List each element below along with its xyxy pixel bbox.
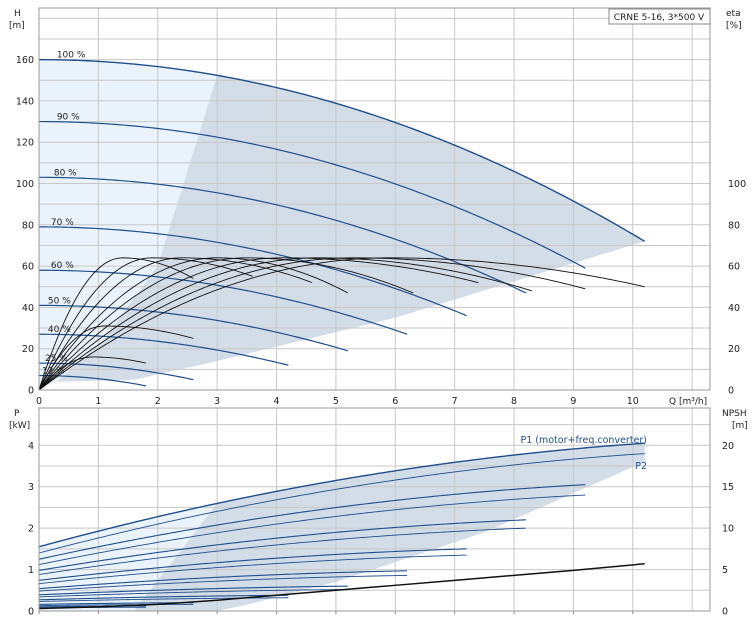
y-tick-label-right: 80 [728, 220, 740, 231]
head-curve [38, 176, 527, 294]
p2-curve [38, 589, 348, 598]
speed-label: 40 % [48, 325, 71, 335]
speed-label: 12 % [42, 367, 65, 377]
npsh-tick-label: 0 [722, 607, 728, 618]
head-curve [38, 226, 467, 317]
chart-title: CRNE 5-16, 3*500 V [614, 13, 705, 23]
operating-envelope [56, 75, 645, 382]
p-tick-label: 4 [28, 441, 34, 452]
p1-curve [38, 570, 408, 590]
y-tick-label-left: 100 [16, 179, 34, 190]
y-axis-unit-h: [m] [9, 21, 25, 31]
y-tick-label-left: 40 [22, 303, 34, 314]
y-tick-label-right: 100 [728, 179, 746, 190]
x-tick-label: 8 [511, 396, 517, 407]
y-axis-label-eta: eta [726, 9, 741, 19]
p1-curve [38, 519, 526, 571]
y-axis-label-npsh: NPSH [722, 409, 747, 419]
npsh-tick-label: 10 [722, 524, 734, 535]
y-tick-label-right: 20 [728, 344, 740, 355]
x-tick-label: 6 [392, 396, 398, 407]
p-tick-label: 2 [28, 524, 34, 535]
efficiency-curve [38, 257, 645, 391]
y-axis-unit-npsh: [m] [732, 421, 748, 431]
y-axis-unit-eta: [%] [726, 21, 742, 31]
head-efficiency-chart: 100 %90 %80 %70 %60 %50 %40 %25 %12 %0 1 2… [16, 7, 746, 407]
head-curve [38, 304, 348, 352]
p-tick-label: 0 [28, 607, 34, 618]
p2-curve [38, 554, 467, 585]
x-tick-label: 4 [273, 396, 279, 407]
title-box [608, 8, 711, 25]
p1-curve [38, 484, 586, 560]
x-tick-label: 5 [333, 396, 339, 407]
npsh-tick-label: 15 [722, 482, 734, 493]
lower-light-region [39, 503, 218, 611]
x-tick-label: 10 [627, 396, 639, 407]
x-axis-label-q: Q [m³/h] [669, 397, 707, 407]
x-tick-label: 1 [95, 396, 101, 407]
efficiency-curve [38, 325, 194, 391]
p-tick-label: 3 [28, 482, 34, 493]
y-tick-label-left: 20 [22, 344, 34, 355]
p1-curve [38, 548, 467, 581]
y-tick-label-right: 0 [728, 386, 734, 397]
efficiency-curve [38, 257, 586, 391]
lower-frame [38, 407, 711, 612]
head-curve [38, 120, 586, 269]
speed-label: 80 % [54, 168, 77, 178]
npsh-tick-label: 20 [722, 441, 734, 452]
y-tick-label-left: 0 [28, 386, 34, 397]
series-label-p2: P2 [635, 461, 647, 472]
y-tick-label-left: 60 [22, 262, 34, 273]
y-tick-label-left: 120 [16, 138, 34, 149]
speed-label: 60 % [51, 261, 74, 271]
efficiency-curve [38, 257, 414, 391]
p2-curve [38, 453, 645, 554]
p2-curve [38, 494, 586, 566]
efficiency-curve [38, 257, 253, 391]
upper-frame [38, 7, 711, 391]
speed-label: 100 % [57, 51, 86, 61]
y-axis-label-p: P [14, 409, 20, 419]
x-tick-label: 0 [36, 396, 42, 407]
efficiency-curve [38, 257, 194, 391]
p-tick-label: 1 [28, 565, 34, 576]
p2-curve [38, 527, 526, 575]
y-tick-label-left: 160 [16, 55, 34, 66]
y-tick-label-right: 40 [728, 303, 740, 314]
series-label-p1: P1 (motor+freq.converter) [520, 435, 647, 446]
efficiency-curve [38, 356, 146, 391]
x-tick-label: 9 [570, 396, 576, 407]
speed-label: 90 % [57, 113, 80, 123]
power-npsh-chart: 0 1 2 3 4 0 5 10 15 20 [28, 407, 734, 618]
p1-curve [38, 585, 348, 596]
p2-curve [38, 603, 194, 607]
speed-label: 25 % [45, 354, 68, 364]
y-tick-label-left: 140 [16, 96, 34, 107]
speed-label: 50 % [48, 296, 71, 306]
y-axis-label-h: H [14, 9, 21, 19]
x-tick-label: 7 [452, 396, 458, 407]
head-curve [38, 58, 646, 242]
x-tick-label: 2 [155, 396, 161, 407]
npsh-tick-label: 5 [722, 565, 728, 576]
p1-curve [38, 442, 645, 548]
head-curve [38, 269, 408, 335]
y-tick-label-right: 60 [728, 262, 740, 273]
efficiency-curve [38, 257, 532, 391]
x-tick-label: 3 [214, 396, 220, 407]
p1-curve [38, 594, 289, 601]
p1-curve [38, 602, 194, 605]
lower-operating-envelope [134, 443, 645, 611]
efficiency-curve [38, 257, 479, 391]
p2-curve [38, 574, 408, 592]
npsh-curve [38, 563, 645, 610]
efficiency-curve [38, 257, 348, 391]
y-tick-label-left: 80 [22, 220, 34, 231]
speed-label: 70 % [51, 218, 74, 228]
y-axis-unit-p: [kW] [9, 421, 30, 431]
